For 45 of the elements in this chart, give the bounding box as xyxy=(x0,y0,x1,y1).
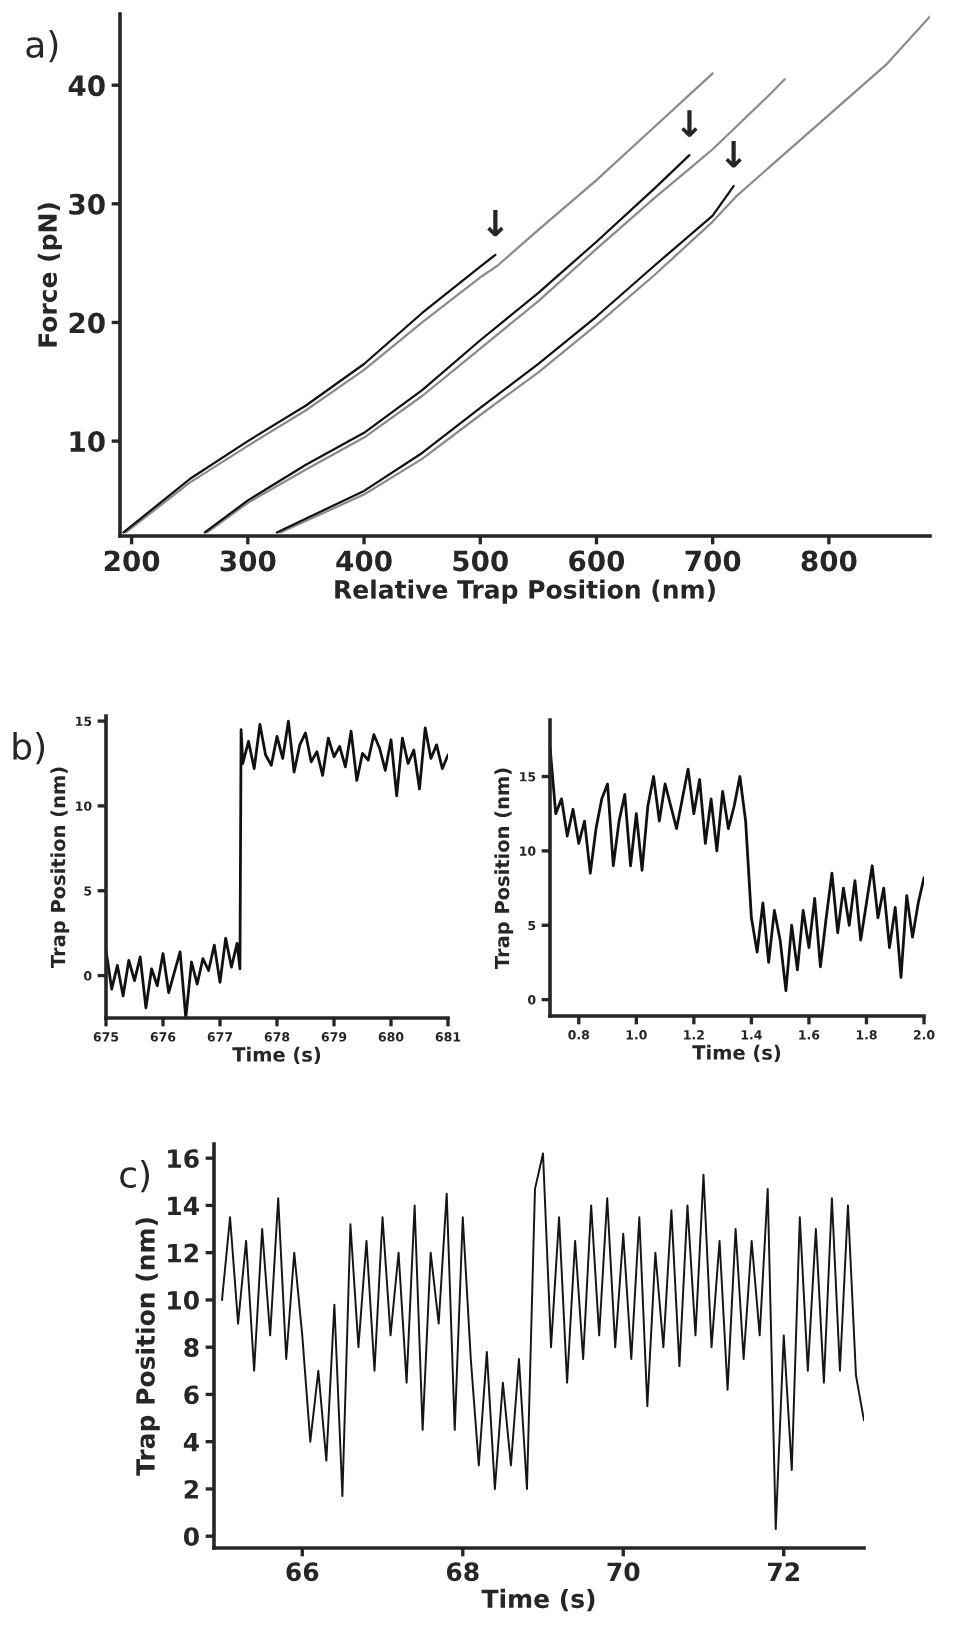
annotation: ↓ xyxy=(681,110,698,137)
x-tick-label: 400 xyxy=(336,550,392,572)
x-axis-title: Time (s) xyxy=(232,1046,321,1065)
line-series xyxy=(124,72,714,534)
y-tick-label: 40 xyxy=(68,75,105,97)
y-tick-label: 20 xyxy=(69,312,105,334)
y-axis-title: Trap Position (nm) xyxy=(135,1218,160,1476)
y-tick-label: 10 xyxy=(168,1290,199,1310)
y-tick-label: 8 xyxy=(184,1338,199,1358)
y-tick-label: 4 xyxy=(183,1432,199,1452)
y-tick-label: 12 xyxy=(168,1243,198,1263)
x-tick-label: 700 xyxy=(685,550,741,572)
line-series xyxy=(221,1152,864,1531)
y-tick-label: 30 xyxy=(69,193,105,215)
line-series xyxy=(122,253,497,534)
x-tick-label: 800 xyxy=(801,550,857,572)
y-axis-title: Trap Position (nm) xyxy=(494,768,514,969)
chart-title: a) xyxy=(26,30,58,63)
x-tick-label: 200 xyxy=(104,550,160,572)
x-tick-label: 66 xyxy=(286,1562,319,1582)
chart-title: b) xyxy=(13,732,45,765)
annotation: ↓ xyxy=(487,209,504,237)
x-axis-title: Time (s) xyxy=(481,1588,595,1612)
x-tick-label: 300 xyxy=(220,550,276,572)
x-tick-label: 68 xyxy=(446,1562,479,1582)
line-series xyxy=(275,184,735,534)
annotation: ↓ xyxy=(725,141,742,168)
y-tick-label: 16 xyxy=(168,1149,199,1169)
line-series xyxy=(203,154,691,534)
y-tick-label: 14 xyxy=(168,1196,199,1215)
chart-title: c) xyxy=(120,1160,150,1193)
x-tick-label: 500 xyxy=(453,550,508,572)
x-axis-title: Relative Trap Position (nm) xyxy=(335,579,715,604)
y-axis-title: Trap Position (nm) xyxy=(50,767,70,968)
line-series xyxy=(279,15,930,534)
x-axis-title: Time (s) xyxy=(692,1044,781,1063)
y-tick-label: 2 xyxy=(184,1479,198,1499)
x-tick-label: 72 xyxy=(768,1562,799,1581)
y-axis-title: Force (pN) xyxy=(37,203,62,347)
y-tick-label: 6 xyxy=(184,1385,199,1405)
x-tick-label: 600 xyxy=(569,550,625,572)
y-tick-label: 0 xyxy=(183,1527,199,1547)
line-series xyxy=(206,78,786,534)
y-tick-label: 10 xyxy=(70,431,105,453)
x-tick-label: 70 xyxy=(607,1562,640,1582)
